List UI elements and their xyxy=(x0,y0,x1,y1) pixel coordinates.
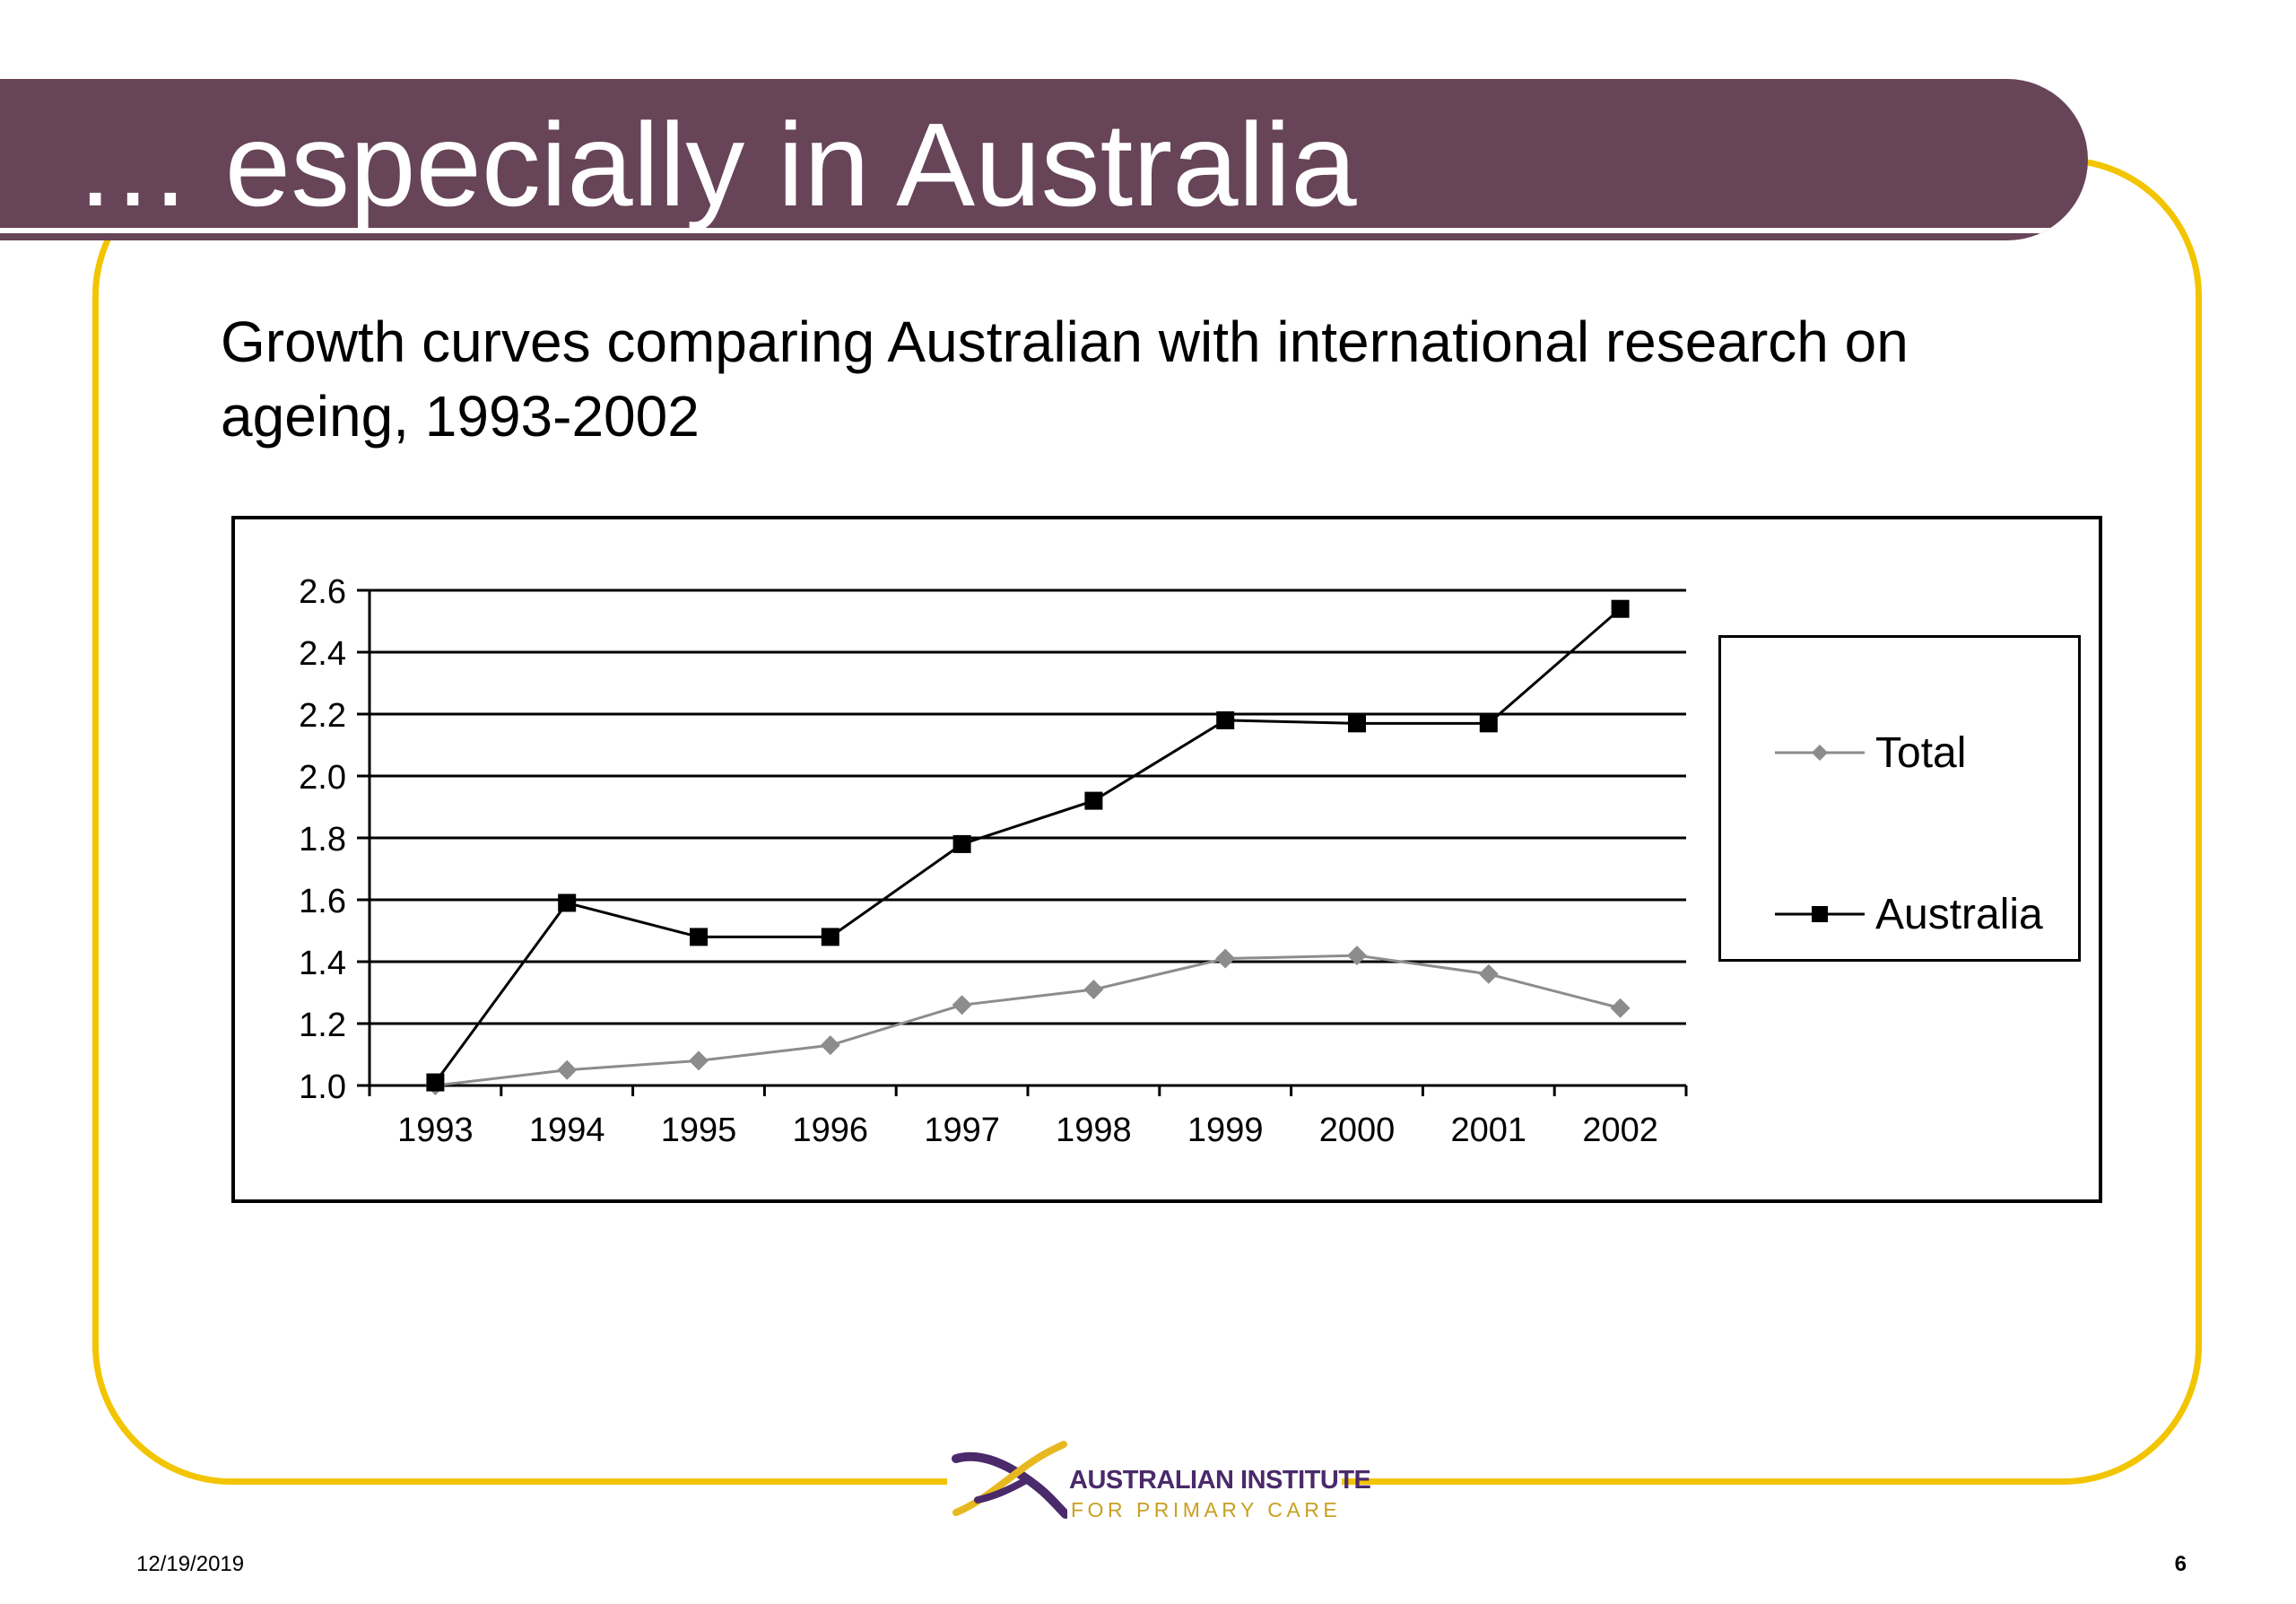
legend-label-total: Total xyxy=(1875,728,1967,777)
title-bar xyxy=(0,79,2088,240)
slide-page-number: 6 xyxy=(2174,1552,2187,1576)
legend-item-total: Total xyxy=(1775,726,1966,780)
x-tick-label-1999: 1999 xyxy=(1187,1111,1264,1149)
point-australia-1993 xyxy=(426,1073,445,1092)
y-tick-label-5: 2.0 xyxy=(299,759,346,797)
chart-legend: Total Australia xyxy=(1718,635,2081,962)
point-total-1995 xyxy=(689,1050,709,1071)
slide-title: … especially in Australia xyxy=(74,99,1357,231)
point-total-1999 xyxy=(1215,948,1236,969)
x-tick-label-1996: 1996 xyxy=(793,1111,869,1149)
y-tick-label-3: 1.6 xyxy=(299,883,346,920)
logo-text-line2: FOR PRIMARY CARE xyxy=(1071,1498,1342,1521)
x-tick-label-2001: 2001 xyxy=(1451,1111,1527,1149)
point-total-2001 xyxy=(1478,963,1499,984)
legend-swatch-australia xyxy=(1775,906,1865,922)
y-tick-label-8: 2.6 xyxy=(299,573,346,611)
y-tick-label-2: 1.4 xyxy=(299,945,346,982)
series-line-australia xyxy=(434,607,1622,1084)
point-australia-1999 xyxy=(1216,710,1235,729)
institute-logo: AUSTRALIAN INSTITUTE FOR PRIMARY CARE xyxy=(947,1434,1371,1532)
line-chart: 1.0 1.2 1.4 1.6 1.8 2.0 2.2 2.4 2.6 1993 1994 1995 1… xyxy=(299,573,1688,1149)
point-australia-1995 xyxy=(690,928,708,946)
point-australia-1997 xyxy=(952,834,971,853)
x-tick-label-1998: 1998 xyxy=(1056,1111,1132,1149)
point-total-1997 xyxy=(952,995,972,1016)
y-tick-label-7: 2.4 xyxy=(299,635,346,673)
point-australia-2000 xyxy=(1348,714,1366,733)
legend-item-australia: Australia xyxy=(1775,887,2043,941)
legend-label-australia: Australia xyxy=(1875,890,2043,938)
y-tick-label-6: 2.2 xyxy=(299,697,346,735)
institute-logo-mark xyxy=(952,1441,1067,1519)
x-tick-label-1994: 1994 xyxy=(529,1111,605,1149)
title-bar-fill xyxy=(0,79,2088,228)
point-total-2000 xyxy=(1347,946,1367,966)
point-australia-2002 xyxy=(1611,599,1630,618)
title-bar-gap xyxy=(0,228,2088,233)
logo-text-line1: AUSTRALIAN INSTITUTE xyxy=(1069,1466,1371,1495)
slide-date: 12/19/2019 xyxy=(136,1552,245,1576)
series-line-total xyxy=(435,954,1621,1087)
x-tick-label-1995: 1995 xyxy=(661,1111,737,1149)
point-australia-1994 xyxy=(558,894,577,912)
y-tick-label-0: 1.0 xyxy=(299,1068,346,1106)
point-total-2002 xyxy=(1610,998,1631,1018)
x-tick-label-2000: 2000 xyxy=(1319,1111,1396,1149)
point-total-1996 xyxy=(820,1035,840,1056)
x-tick-label-1997: 1997 xyxy=(924,1111,1000,1149)
x-tick-label-2002: 2002 xyxy=(1582,1111,1658,1149)
x-tick-label-1993: 1993 xyxy=(397,1111,474,1149)
point-total-1994 xyxy=(557,1059,578,1080)
y-tick-label-4: 1.8 xyxy=(299,821,346,859)
y-tick-label-1: 1.2 xyxy=(299,1007,346,1044)
legend-swatch-total xyxy=(1775,745,1865,761)
point-total-1998 xyxy=(1083,980,1104,1000)
point-australia-2001 xyxy=(1479,714,1498,733)
chart-subtitle: Growth curves comparing Australian with … xyxy=(221,309,1909,449)
point-australia-1998 xyxy=(1084,791,1103,810)
point-australia-1996 xyxy=(821,928,839,946)
